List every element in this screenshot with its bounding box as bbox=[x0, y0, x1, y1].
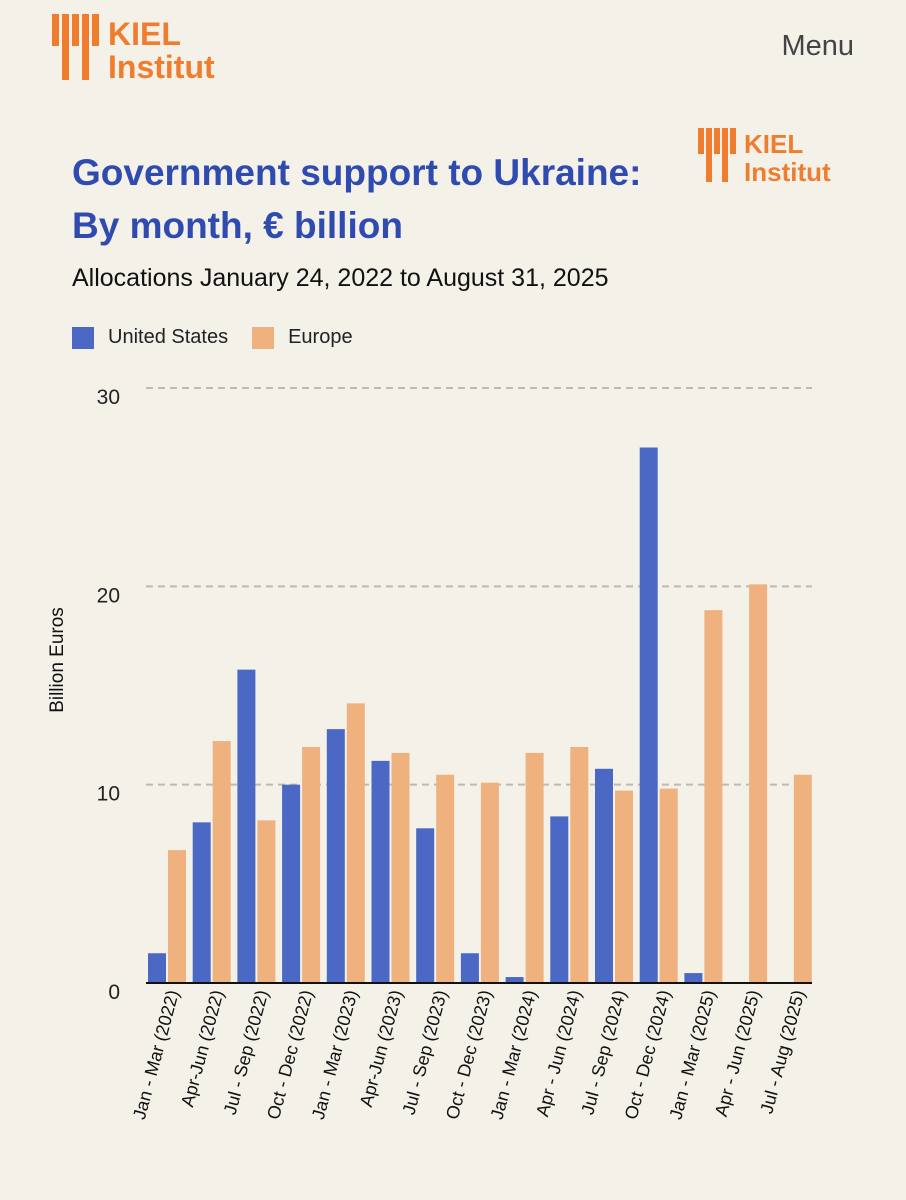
bar-united-states[interactable] bbox=[371, 760, 390, 983]
bar-europe[interactable] bbox=[436, 774, 455, 983]
menu-button[interactable]: Menu bbox=[781, 30, 854, 62]
legend-item-europe[interactable]: Europe bbox=[252, 326, 353, 349]
legend-label-us: United States bbox=[108, 326, 229, 348]
x-tick-label: Jul - Sep (2023) bbox=[399, 988, 451, 1117]
chart-title: Government support to Ukraine: By month,… bbox=[72, 152, 642, 246]
x-tick-label: Apr - Jun (2024) bbox=[532, 988, 585, 1119]
bar-europe[interactable] bbox=[302, 746, 321, 983]
bar-united-states[interactable] bbox=[684, 973, 703, 983]
bar-united-states[interactable] bbox=[460, 953, 479, 983]
y-tick-label: 20 bbox=[97, 584, 120, 607]
bar-europe[interactable] bbox=[257, 820, 276, 983]
bar-europe[interactable] bbox=[391, 752, 410, 983]
x-tick-label: Oct - Dec (2022) bbox=[263, 988, 317, 1122]
chart-subtitle: Allocations January 24, 2022 to August 3… bbox=[72, 264, 609, 292]
bar-europe[interactable] bbox=[615, 790, 633, 983]
bar-europe[interactable] bbox=[346, 703, 365, 983]
bar-europe[interactable] bbox=[793, 774, 812, 983]
bar-europe[interactable] bbox=[168, 850, 186, 983]
x-tick-label: Oct - Dec (2024) bbox=[621, 988, 675, 1122]
chart-legend: United States Europe bbox=[72, 326, 377, 349]
x-tick-label: Jul - Sep (2024) bbox=[577, 988, 629, 1117]
y-ticks: 0 10 20 30 bbox=[97, 386, 120, 1004]
x-tick-label: Jul - Aug (2025) bbox=[756, 988, 808, 1116]
x-tick-label: Apr-Jun (2022) bbox=[177, 988, 227, 1109]
x-tick-label: Jan - Mar (2022) bbox=[129, 988, 183, 1122]
legend-item-us[interactable]: United States bbox=[72, 326, 228, 349]
bar-united-states[interactable] bbox=[148, 953, 166, 983]
x-tick-label: Jan - Mar (2024) bbox=[487, 988, 541, 1122]
bars bbox=[148, 447, 812, 984]
logo-text-top: KIEL bbox=[108, 16, 181, 52]
bar-europe[interactable] bbox=[212, 741, 231, 983]
legend-swatch-europe bbox=[252, 326, 275, 349]
bar-united-states[interactable] bbox=[237, 669, 256, 983]
bar-united-states[interactable] bbox=[639, 447, 658, 984]
y-tick-label: 10 bbox=[97, 783, 120, 806]
bar-europe[interactable] bbox=[749, 584, 768, 983]
bar-united-states[interactable] bbox=[550, 816, 569, 983]
chart-kiel-logo: KIEL Institut bbox=[698, 128, 831, 187]
bar-europe[interactable] bbox=[480, 782, 499, 983]
legend-label-europe: Europe bbox=[288, 326, 353, 348]
x-tick-label: Apr - Jun (2025) bbox=[711, 988, 764, 1119]
x-tick-label: Jul - Sep (2022) bbox=[220, 988, 272, 1117]
kiel-institut-logo[interactable]: KIEL Institut bbox=[52, 14, 252, 84]
bar-europe[interactable] bbox=[659, 788, 678, 983]
bar-europe[interactable] bbox=[704, 610, 723, 983]
bar-europe[interactable] bbox=[570, 746, 589, 983]
logo-bars-icon bbox=[52, 14, 99, 80]
chart-logo-text-top: KIEL bbox=[744, 129, 803, 159]
y-tick-label: 0 bbox=[108, 981, 120, 1004]
chart-logo-bars-icon bbox=[698, 128, 736, 182]
x-tick-label: Jan - Mar (2023) bbox=[308, 988, 362, 1122]
bar-united-states[interactable] bbox=[595, 768, 613, 983]
x-tick-label: Apr-Jun (2023) bbox=[356, 988, 406, 1109]
x-ticks: Jan - Mar (2022)Apr-Jun (2022)Jul - Sep … bbox=[129, 988, 809, 1122]
bar-united-states[interactable] bbox=[192, 822, 211, 983]
x-tick-label: Oct - Dec (2023) bbox=[442, 988, 496, 1122]
bar-united-states[interactable] bbox=[326, 729, 345, 983]
bar-united-states[interactable] bbox=[505, 977, 524, 983]
y-tick-label: 30 bbox=[97, 386, 120, 409]
bar-europe[interactable] bbox=[525, 752, 544, 983]
bar-united-states[interactable] bbox=[282, 784, 301, 983]
bar-united-states[interactable] bbox=[416, 828, 435, 983]
logo-text-bottom: Institut bbox=[108, 49, 215, 84]
x-tick-label: Jan - Mar (2025) bbox=[666, 988, 720, 1122]
legend-swatch-us bbox=[72, 326, 94, 349]
chart-logo-text-bottom: Institut bbox=[744, 157, 831, 187]
gridlines bbox=[146, 387, 812, 786]
